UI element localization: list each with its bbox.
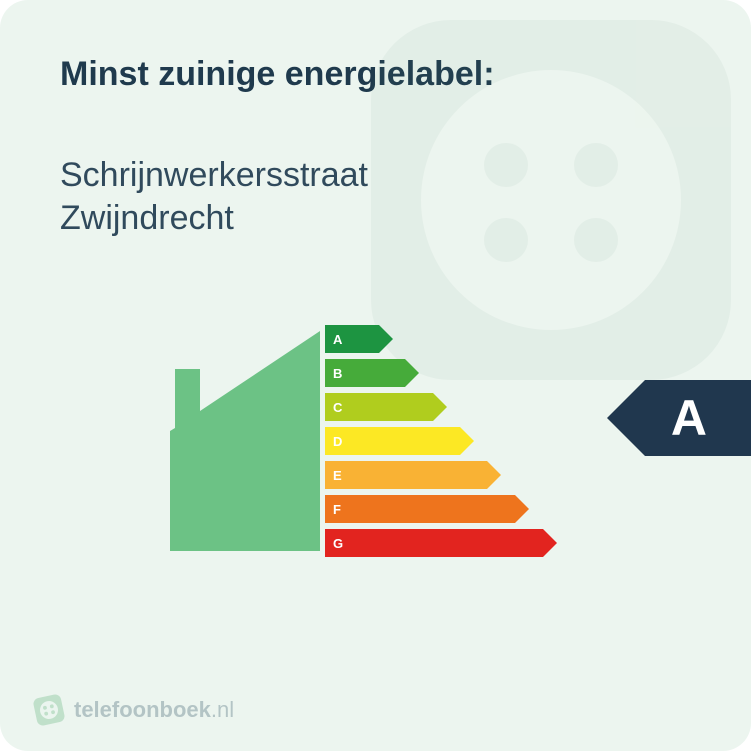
address-line2: Zwijndrecht [60,197,691,240]
energy-bar-label: C [325,393,433,421]
energy-bar-label: A [325,325,379,353]
selected-label-letter: A [671,389,707,447]
energy-bar-e: E [325,461,557,489]
energy-bar-b: B [325,359,557,387]
address-line1: Schrijnwerkersstraat [60,154,691,197]
energy-bar-f: F [325,495,557,523]
footer-text: telefoonboek.nl [74,697,234,723]
energy-bar-c: C [325,393,557,421]
selected-label-badge: A [645,380,751,456]
energy-bar-d: D [325,427,557,455]
energy-bar-arrow [379,325,393,353]
page-title: Minst zuinige energielabel: [60,55,691,94]
energy-bar-arrow [433,393,447,421]
energy-bar-arrow [515,495,529,523]
energy-bar-label: E [325,461,487,489]
energy-bar-arrow [460,427,474,455]
energy-bar-arrow [405,359,419,387]
card: Minst zuinige energielabel: Schrijnwerke… [0,0,751,751]
energy-bar-arrow [543,529,557,557]
footer-brand-bold: telefoonboek [74,697,211,722]
footer-brand-suffix: .nl [211,697,234,722]
address-block: Schrijnwerkersstraat Zwijndrecht [60,154,691,239]
energy-bar-a: A [325,325,557,353]
energy-bar-label: B [325,359,405,387]
energy-bar-label: D [325,427,460,455]
footer-brand: telefoonboek.nl [34,695,234,725]
energy-bar-g: G [325,529,557,557]
energy-bar-arrow [487,461,501,489]
energy-bar-label: G [325,529,543,557]
footer-logo-icon [31,692,67,728]
energy-bar-label: F [325,495,515,523]
energy-bars: ABCDEFG [325,325,557,563]
house-icon [170,331,320,551]
